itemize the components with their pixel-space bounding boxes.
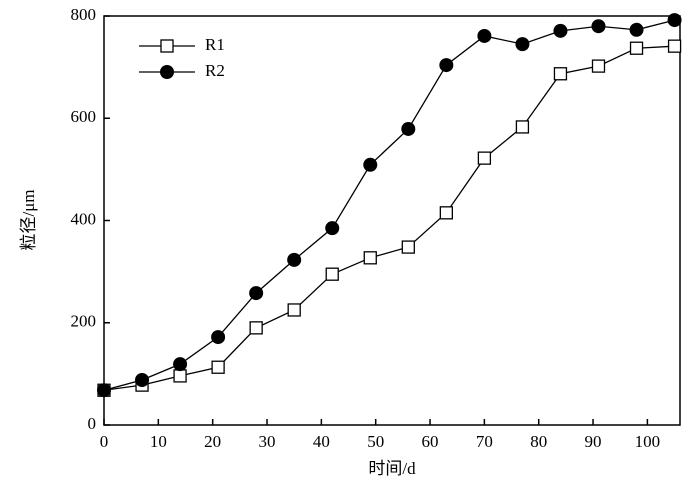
series-line	[103, 45, 675, 391]
data-point	[287, 252, 302, 267]
x-tick-label: 40	[313, 432, 330, 451]
x-tick-label: 70	[476, 432, 493, 451]
data-point	[629, 41, 644, 55]
legend-label: R1	[205, 35, 225, 54]
data-point	[439, 58, 454, 73]
data-point	[515, 120, 530, 134]
data-point	[591, 19, 606, 34]
data-point	[401, 121, 416, 136]
x-tick-label: 80	[530, 432, 547, 451]
y-axis-label: 粒径/μm	[19, 189, 38, 250]
data-point	[249, 286, 264, 301]
plot-frame	[103, 15, 681, 426]
data-point	[667, 39, 682, 53]
x-tick-label: 100	[635, 432, 661, 451]
data-point	[325, 267, 339, 281]
y-tick-label: 600	[71, 107, 97, 126]
data-point	[287, 303, 301, 317]
data-point	[211, 330, 226, 345]
data-point	[249, 321, 263, 335]
data-point	[211, 360, 225, 374]
data-point	[667, 13, 682, 28]
data-point	[439, 206, 453, 220]
data-point	[97, 383, 111, 398]
x-tick-label: 30	[259, 432, 276, 451]
legend-label: R2	[205, 61, 225, 80]
data-point	[553, 23, 568, 38]
data-point	[629, 22, 644, 37]
x-tick-label: 50	[367, 432, 384, 451]
data-point	[325, 221, 340, 236]
data-point	[173, 369, 187, 383]
x-tick-label: 10	[150, 432, 167, 451]
data-point	[363, 251, 377, 265]
data-point	[477, 28, 492, 43]
legend-marker	[160, 39, 174, 53]
data-point	[173, 357, 188, 372]
x-tick-label: 0	[100, 432, 109, 451]
data-point	[591, 59, 606, 73]
x-axis-label: 时间/d	[368, 459, 416, 478]
x-tick-label: 20	[204, 432, 221, 451]
data-point	[553, 67, 568, 81]
data-point	[135, 373, 150, 388]
series-line	[103, 19, 675, 391]
y-tick-label: 0	[88, 414, 97, 433]
x-tick-label: 90	[585, 432, 602, 451]
data-point	[477, 151, 492, 165]
legend-marker	[160, 65, 174, 79]
data-point	[363, 157, 378, 172]
x-tick-label: 60	[422, 432, 439, 451]
y-tick-label: 800	[71, 5, 97, 24]
y-tick-label: 200	[71, 312, 97, 331]
y-tick-label: 400	[71, 209, 97, 228]
data-point	[401, 240, 415, 254]
data-point	[515, 37, 530, 52]
